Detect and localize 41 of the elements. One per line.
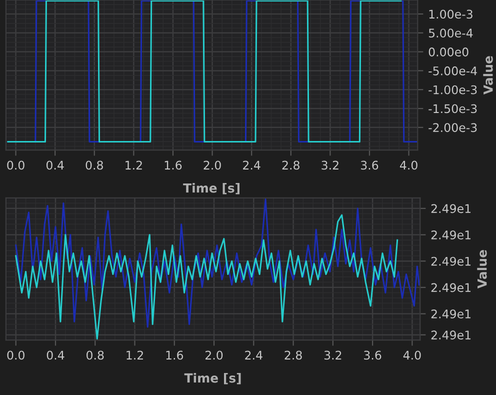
x-tick-label: 2.8 bbox=[282, 160, 300, 170]
y-axis-title: Value bbox=[477, 250, 487, 288]
x-tick-label: 1.2 bbox=[126, 160, 142, 170]
x-tick-label: 2.4 bbox=[245, 350, 262, 360]
x-tick-label: 2.4 bbox=[243, 160, 260, 170]
x-tick-label: 3.6 bbox=[364, 350, 382, 360]
y-tick-label: 1.00e-3 bbox=[429, 10, 472, 19]
y-tick-label: 2.49e1 bbox=[431, 204, 470, 214]
x-axis-title: Time [s] bbox=[183, 183, 240, 194]
y-tick-label: 2.49e1 bbox=[431, 256, 470, 266]
x-tick-label: 0.0 bbox=[7, 160, 24, 170]
y-tick-label: -1.50e-3 bbox=[428, 104, 477, 114]
x-tick-label: 0.8 bbox=[86, 160, 103, 170]
y-tick-label: 2.49e1 bbox=[431, 283, 470, 292]
y-tick-label: 5.00e-4 bbox=[428, 28, 473, 38]
x-tick-label: 0.4 bbox=[46, 350, 64, 360]
y-tick-label: 2.49e1 bbox=[431, 309, 470, 318]
x-axis-title: Time [s] bbox=[184, 373, 241, 384]
x-tick-label: 4.0 bbox=[400, 160, 418, 170]
x-tick-label: 2.0 bbox=[206, 350, 223, 360]
x-tick-label: 1.6 bbox=[164, 160, 182, 170]
x-tick-label: 3.2 bbox=[324, 350, 342, 360]
y-tick-label: -1.00e-3 bbox=[428, 85, 477, 94]
x-tick-label: 3.2 bbox=[322, 160, 338, 170]
line-series bbox=[15, 198, 420, 328]
x-tick-label: 1.2 bbox=[126, 350, 143, 360]
y-tick-label: 0.00e0 bbox=[428, 48, 468, 56]
x-tick-label: 0.8 bbox=[86, 350, 104, 360]
y-axis-title: Value bbox=[483, 56, 493, 95]
y-tick-label: -5.00e-4 bbox=[428, 66, 477, 76]
x-tick-label: 4.0 bbox=[403, 350, 421, 360]
x-tick-label: 0.0 bbox=[7, 350, 24, 360]
x-tick-label: 0.4 bbox=[46, 160, 64, 170]
y-tick-label: 2.49e1 bbox=[431, 230, 470, 240]
x-tick-label: 3.6 bbox=[361, 160, 378, 170]
x-tick-label: 2.8 bbox=[284, 350, 302, 360]
y-tick-label: 2.49e1 bbox=[431, 330, 470, 340]
line-series bbox=[15, 214, 398, 340]
x-tick-label: 1.6 bbox=[166, 350, 184, 360]
x-tick-label: 2.0 bbox=[204, 160, 221, 170]
y-tick-label: -2.00e-3 bbox=[428, 123, 477, 132]
